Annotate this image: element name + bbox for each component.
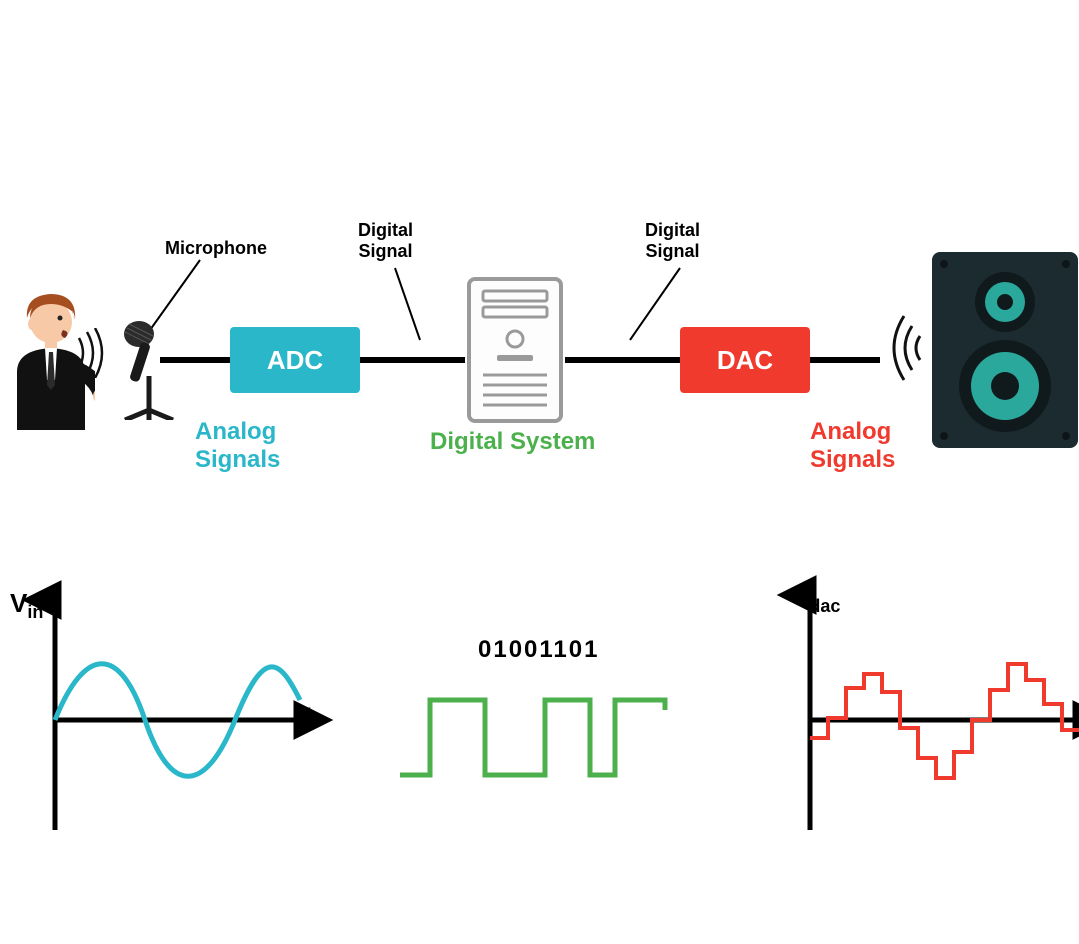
diagram-canvas: ADC DAC Microphone Digital Signal Digita… — [0, 0, 1079, 944]
vdac-axis-label: Vdac — [792, 582, 840, 617]
vdac-chart — [0, 0, 1079, 944]
